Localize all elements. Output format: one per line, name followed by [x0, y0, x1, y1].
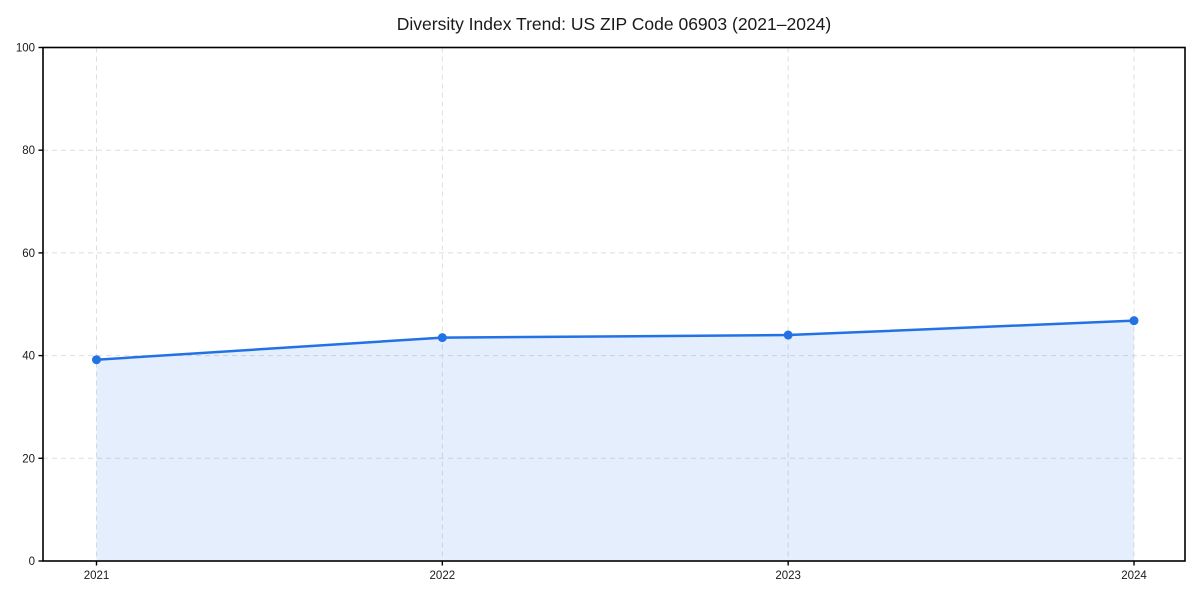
- y-axis-tick-label: 20: [22, 453, 35, 465]
- x-axis-tick-label: 2023: [775, 570, 801, 582]
- trend-line: [95, 319, 1136, 361]
- plot-border: [42, 46, 1186, 562]
- data-point-marker: [437, 333, 447, 343]
- y-axis-tick-label: 40: [22, 351, 35, 363]
- tick-layer: 0 20 40 60 80 100 2021 2022 2023 2024: [16, 43, 1148, 583]
- area-layer: [96, 320, 1134, 561]
- data-point-marker: [92, 355, 101, 365]
- data-point-marker: [783, 330, 793, 340]
- y-axis-tick-label: 80: [22, 145, 35, 157]
- y-axis-tick-label: 100: [16, 43, 35, 55]
- marker-layer: [92, 316, 1139, 365]
- x-axis-tick-label: 2022: [430, 570, 456, 582]
- axis-layer: [42, 46, 1186, 562]
- x-axis-tick-label: 2024: [1121, 570, 1147, 582]
- area-fill: [96, 320, 1134, 561]
- line-layer: [95, 319, 1136, 361]
- x-axis-tick-label: 2021: [84, 570, 110, 582]
- data-point-marker: [1129, 316, 1139, 326]
- y-axis-tick-label: 0: [29, 556, 35, 568]
- grid-layer: [43, 47, 1185, 561]
- y-axis-tick-label: 60: [22, 248, 35, 260]
- chart-title: Diversity Index Trend: US ZIP Code 06903…: [397, 14, 832, 34]
